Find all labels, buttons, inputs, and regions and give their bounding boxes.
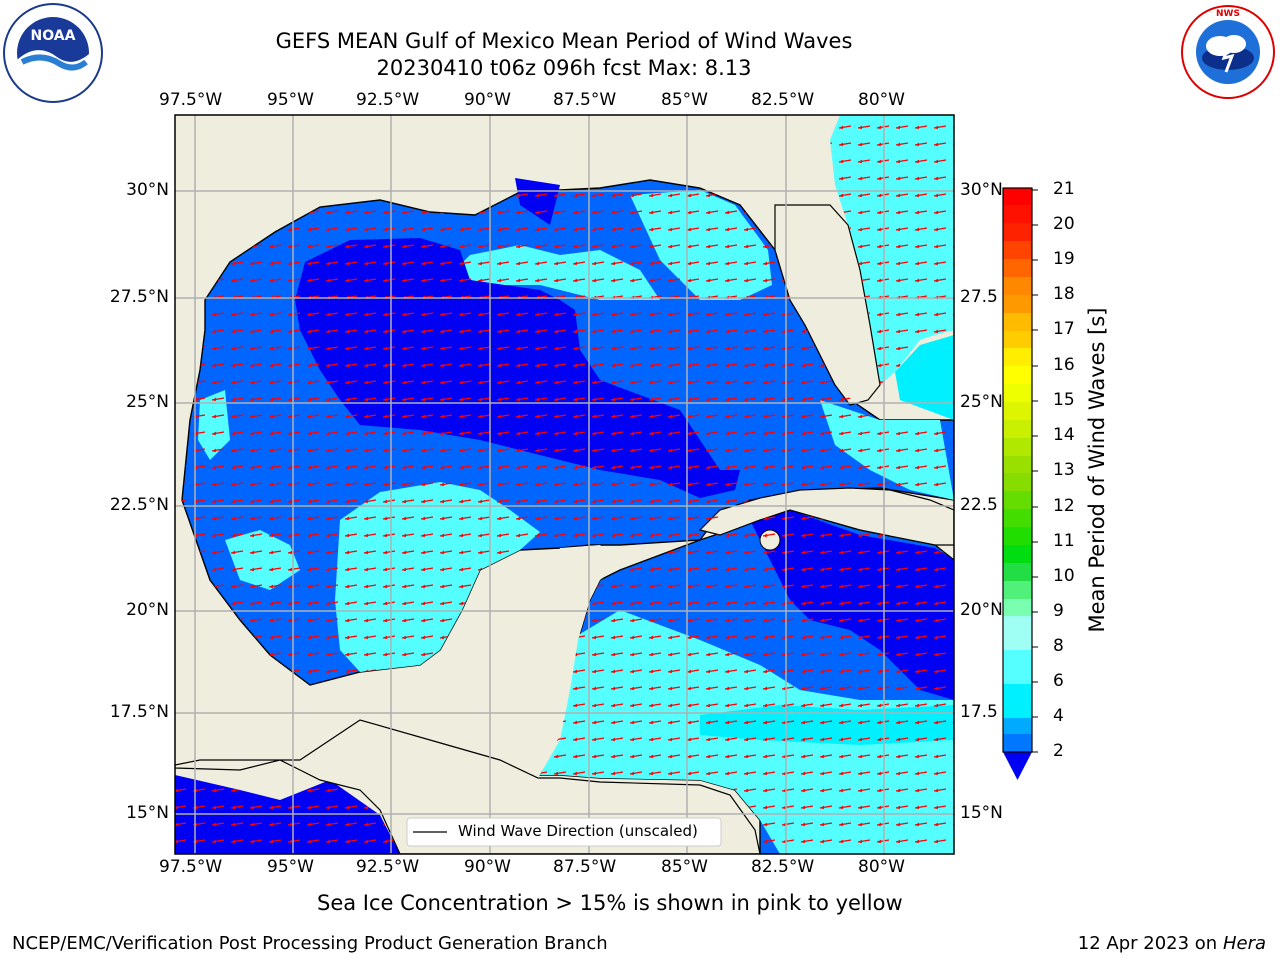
lat-label-left: 30°N [126,180,169,200]
lon-label-bottom: 97.5°W [159,857,223,877]
lat-label-left: 20°N [126,600,169,620]
lon-label-top: 82.5°W [751,90,815,110]
colorbar-tick: 12 [1053,496,1075,516]
colorbar [1002,187,1038,780]
colorbar-tick: 10 [1053,566,1075,586]
colorbar-tick: 4 [1053,706,1064,726]
lon-label-bottom: 90°W [464,857,511,877]
lon-label-bottom: 87.5°W [553,857,617,877]
sea-ice-note: Sea Ice Concentration > 15% is shown in … [317,891,903,915]
lon-label-top: 95°W [267,90,314,110]
date-stamp: 12 Apr 2023 on Hera [1078,933,1266,954]
lat-label-right: 27.5 [960,287,998,307]
colorbar-tick: 15 [1053,390,1075,410]
colorbar-tick: 14 [1053,425,1075,445]
noaa-logo: NOAA [2,2,104,104]
date-text: 12 Apr 2023 on [1077,933,1223,954]
lat-label-left: 17.5°N [109,702,169,722]
lat-label-left: 27.5°N [109,287,169,307]
host-name: Hera [1222,933,1266,954]
colorbar-tick: 2 [1053,741,1064,761]
colorbar-tick: 9 [1053,601,1064,621]
lon-label-top: 87.5°W [553,90,617,110]
lat-label-right: 22.5 [960,495,998,515]
colorbar-tick: 16 [1053,355,1075,375]
colorbar-tick: 8 [1053,636,1064,656]
svg-text:NWS: NWS [1216,9,1240,19]
lon-label-bottom: 82.5°W [751,857,815,877]
colorbar-tick: 20 [1053,214,1075,234]
lat-label-right: 15°N [960,803,1003,823]
credit-text: NCEP/EMC/Verification Post Processing Pr… [12,933,608,954]
lon-label-bottom: 80°W [858,857,905,877]
colorbar-tick: 17 [1053,319,1075,339]
lat-label-right: 20°N [960,600,1003,620]
lon-label-bottom: 92.5°W [356,857,420,877]
lon-label-top: 90°W [464,90,511,110]
lat-label-right: 25°N [960,392,1003,412]
map-gridlines [175,115,954,854]
lat-label-left: 22.5°N [109,495,169,515]
nws-logo: NWS [1178,2,1278,102]
lon-label-bottom: 85°W [661,857,708,877]
lat-label-left: 25°N [126,392,169,412]
colorbar-tick: 11 [1053,531,1075,551]
wind-wave-arrows [182,180,954,685]
colorbar-tick: 21 [1053,179,1075,199]
colorbar-label: Mean Period of Wind Waves [s] [1085,307,1109,633]
map-frame [174,114,955,855]
colorbar-tick: 18 [1053,284,1075,304]
lon-label-top: 85°W [661,90,708,110]
map-title: GEFS MEAN Gulf of Mexico Mean Period of … [275,29,853,53]
colorbar-tick: 6 [1053,671,1064,691]
map-subtitle: 20230410 t06z 096h fcst Max: 8.13 [376,56,752,80]
svg-text:NOAA: NOAA [31,28,76,44]
legend-box [406,817,722,847]
colorbar-tick: 19 [1053,249,1075,269]
lat-label-left: 15°N [126,803,169,823]
legend-text: Wind Wave Direction (unscaled) [458,822,698,840]
lon-label-top: 97.5°W [159,90,223,110]
lat-label-right: 17.5 [960,702,998,722]
colorbar-tick: 13 [1053,460,1075,480]
lon-label-top: 80°W [858,90,905,110]
lon-label-top: 92.5°W [356,90,420,110]
lat-label-right: 30°N [960,180,1003,200]
lon-label-bottom: 95°W [267,857,314,877]
